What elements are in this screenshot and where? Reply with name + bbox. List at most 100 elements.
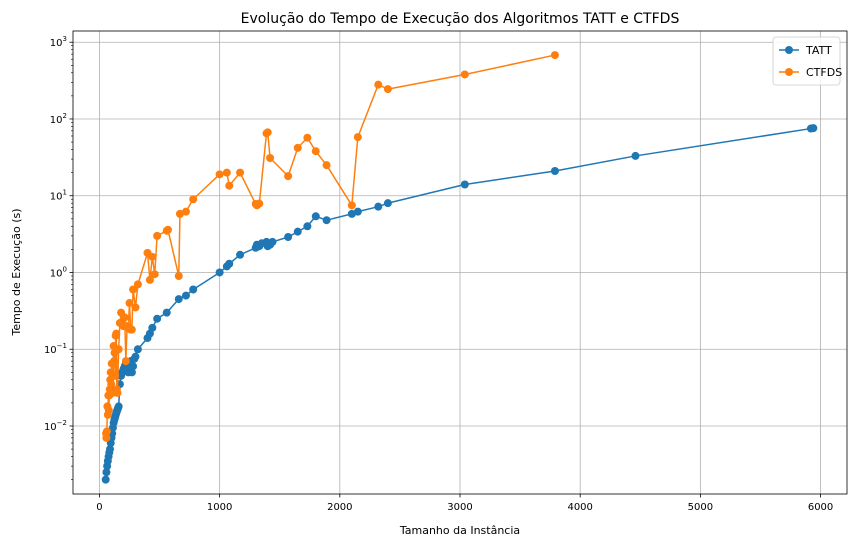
data-point: [631, 151, 640, 160]
data-point: [215, 170, 224, 179]
data-point: [131, 352, 140, 361]
data-point: [153, 314, 162, 323]
grid: [73, 31, 847, 494]
data-point: [322, 216, 331, 225]
data-point: [181, 291, 190, 300]
data-point: [353, 207, 362, 216]
x-tick-label: 2000: [327, 502, 352, 513]
data-point: [284, 232, 293, 241]
data-point: [311, 212, 320, 221]
data-point: [153, 231, 162, 240]
data-point: [303, 133, 312, 142]
series-ctfds: [102, 51, 559, 442]
data-point: [162, 308, 171, 317]
data-point: [293, 227, 302, 236]
x-tick-label: 1000: [207, 502, 232, 513]
y-axis-label: Tempo de Execução (s): [10, 208, 23, 336]
data-point: [263, 128, 272, 137]
legend-item-ctfds: CTFDS: [779, 66, 842, 79]
data-point: [104, 406, 113, 415]
data-point: [113, 388, 122, 397]
data-point: [181, 207, 190, 216]
x-axis-label: Tamanho da Instância: [399, 524, 520, 537]
data-point: [284, 172, 293, 181]
chart-title: Evolução do Tempo de Execução dos Algori…: [241, 11, 680, 27]
legend-marker: [785, 68, 793, 76]
series-layer: [101, 51, 818, 484]
legend-label: TATT: [805, 44, 832, 57]
legend-marker: [785, 46, 793, 54]
data-point: [225, 181, 234, 190]
data-point: [322, 161, 331, 170]
data-point: [374, 80, 383, 89]
x-axis: 0 1000 2000 3000 4000 5000 6000: [96, 494, 833, 513]
data-point: [189, 285, 198, 294]
x-tick-label: 0: [96, 502, 102, 513]
data-point: [550, 166, 559, 175]
data-point: [236, 168, 245, 177]
data-point: [189, 195, 198, 204]
data-point: [550, 51, 559, 60]
data-point: [374, 202, 383, 211]
data-point: [174, 271, 183, 280]
data-point: [101, 475, 110, 484]
data-point: [460, 180, 469, 189]
data-point: [353, 133, 362, 142]
data-point: [114, 345, 123, 354]
legend-label: CTFDS: [806, 66, 842, 79]
data-point: [131, 303, 140, 312]
y-axis: 10−2 10−1 100 101 102 103: [44, 35, 73, 480]
data-point: [129, 362, 138, 371]
data-point: [106, 445, 115, 454]
data-point: [133, 345, 142, 354]
x-tick-label: 5000: [688, 502, 713, 513]
data-point: [110, 357, 119, 366]
legend: TATT CTFDS: [772, 36, 842, 86]
data-point: [293, 143, 302, 152]
data-point: [222, 168, 231, 177]
data-point: [175, 209, 184, 218]
data-point: [266, 154, 275, 163]
data-point: [268, 237, 277, 246]
y-tick-label: 100: [50, 265, 67, 279]
data-point: [127, 368, 136, 377]
data-point: [311, 147, 320, 156]
data-point: [383, 199, 392, 208]
y-tick-label: 101: [50, 189, 67, 203]
data-point: [163, 225, 172, 234]
data-point: [347, 201, 356, 210]
data-point: [127, 325, 136, 334]
data-point: [102, 468, 111, 477]
y-tick-label: 102: [50, 112, 67, 126]
data-point: [225, 259, 234, 268]
data-point: [460, 70, 469, 79]
data-point: [121, 357, 130, 366]
data-point: [102, 433, 111, 442]
data-point: [148, 252, 157, 261]
data-point: [111, 371, 120, 380]
data-point: [303, 222, 312, 231]
data-point: [347, 209, 356, 218]
data-point: [255, 199, 264, 208]
data-point: [145, 275, 154, 284]
x-tick-label: 3000: [447, 502, 472, 513]
data-point: [215, 268, 224, 277]
y-tick-label: 10−2: [44, 419, 67, 433]
series-tatt: [101, 124, 818, 484]
data-point: [133, 280, 142, 289]
x-tick-label: 6000: [808, 502, 833, 513]
data-point: [174, 295, 183, 304]
data-point: [150, 270, 159, 279]
data-point: [102, 427, 111, 436]
y-tick-label: 103: [50, 35, 67, 49]
data-point: [383, 85, 392, 94]
y-tick-label: 10−1: [44, 342, 67, 356]
data-point: [114, 402, 123, 411]
data-point: [129, 285, 138, 294]
x-tick-label: 4000: [567, 502, 592, 513]
data-point: [125, 299, 134, 308]
data-point: [112, 329, 121, 338]
data-point: [120, 313, 129, 322]
